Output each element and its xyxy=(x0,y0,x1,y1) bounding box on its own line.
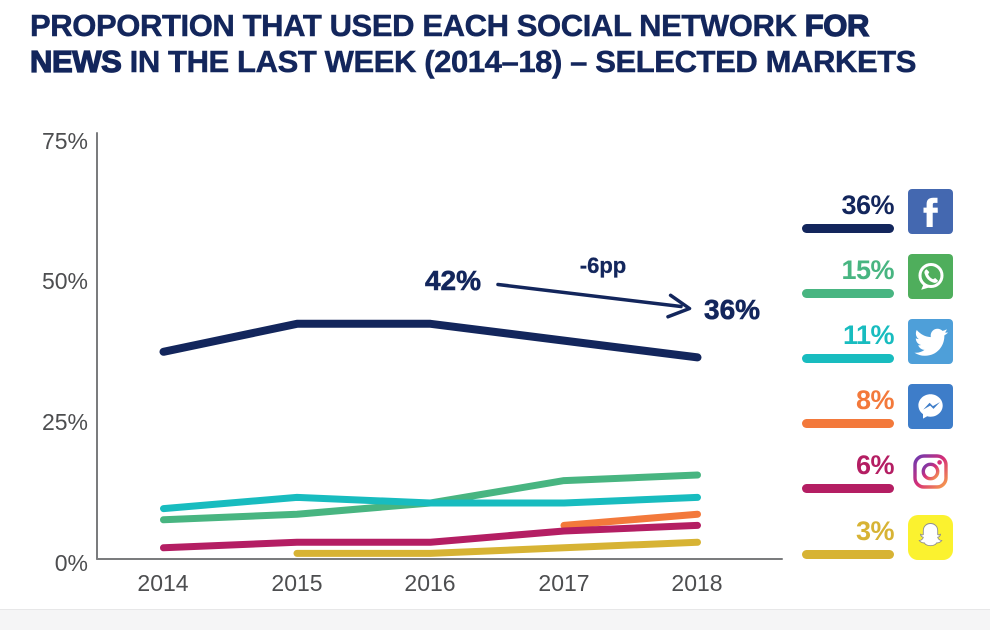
x-axis-label-2014: 2014 xyxy=(137,570,189,596)
annotation-arrow-shaft xyxy=(496,282,683,309)
legend-row-instagram: 6% xyxy=(802,448,954,495)
chart-title: PROPORTION THAT USED EACH SOCIAL NETWORK… xyxy=(29,7,970,80)
snapchat-line xyxy=(293,538,701,557)
title-text: PROPORTION THAT USED EACH SOCIAL NETWORK xyxy=(30,8,805,44)
y-axis-label-75: 75% xyxy=(41,128,88,154)
legend-value-instagram: 6% xyxy=(855,450,895,480)
legend-value-twitter: 11% xyxy=(842,320,895,350)
legend-bar-whatsapp xyxy=(802,289,894,298)
y-axis-label-50: 50% xyxy=(41,268,88,294)
x-axis-label-2015: 2015 xyxy=(271,570,323,596)
instagram-line xyxy=(160,521,701,552)
legend-bar-messenger xyxy=(802,419,894,428)
legend-row-twitter: 11% xyxy=(802,318,954,365)
whatsapp-icon xyxy=(908,254,953,299)
instagram-icon xyxy=(913,454,948,489)
annotation-delta: -6pp xyxy=(579,253,627,278)
y-axis-label-25: 25% xyxy=(41,409,88,435)
legend-value-snapchat: 3% xyxy=(855,516,895,546)
annotation-arrow-head xyxy=(666,293,692,319)
annotation-2016-value: 42% xyxy=(424,265,482,297)
legend-value-whatsapp: 15% xyxy=(841,255,894,285)
legend-row-facebook: 36% xyxy=(802,188,954,235)
twitter-line xyxy=(160,493,701,513)
facebook-messenger-line xyxy=(560,510,701,529)
title-bold-for: FOR xyxy=(804,7,870,43)
facebook-icon xyxy=(908,189,953,234)
title-text-2: IN THE LAST WEEK (2014–18) – SELECTED MA… xyxy=(121,44,917,80)
legend-bar-twitter xyxy=(802,354,894,363)
annotation-2018-value: 36% xyxy=(704,294,761,326)
x-axis-label-2016: 2016 xyxy=(404,570,456,596)
facebook-line xyxy=(159,319,702,362)
legend-row-snapchat: 3% xyxy=(802,514,954,561)
messenger-icon xyxy=(908,384,953,429)
snapchat-icon xyxy=(908,515,953,560)
x-axis-label-2017: 2017 xyxy=(538,570,590,596)
x-axis-label-2018: 2018 xyxy=(671,570,723,596)
twitter-icon xyxy=(908,319,953,364)
legend-value-messenger: 8% xyxy=(855,385,895,415)
y-axis-label-0: 0% xyxy=(54,550,88,576)
legend-bar-facebook xyxy=(802,224,894,233)
legend-row-whatsapp: 15% xyxy=(802,253,954,300)
footer-strip xyxy=(0,609,990,630)
title-bold-news: NEWS xyxy=(29,43,122,79)
legend-row-messenger: 8% xyxy=(802,383,954,430)
legend-bar-instagram xyxy=(802,484,894,493)
legend-bar-snapchat xyxy=(802,550,894,559)
legend-value-facebook: 36% xyxy=(841,190,894,220)
whatsapp-line xyxy=(160,471,701,524)
